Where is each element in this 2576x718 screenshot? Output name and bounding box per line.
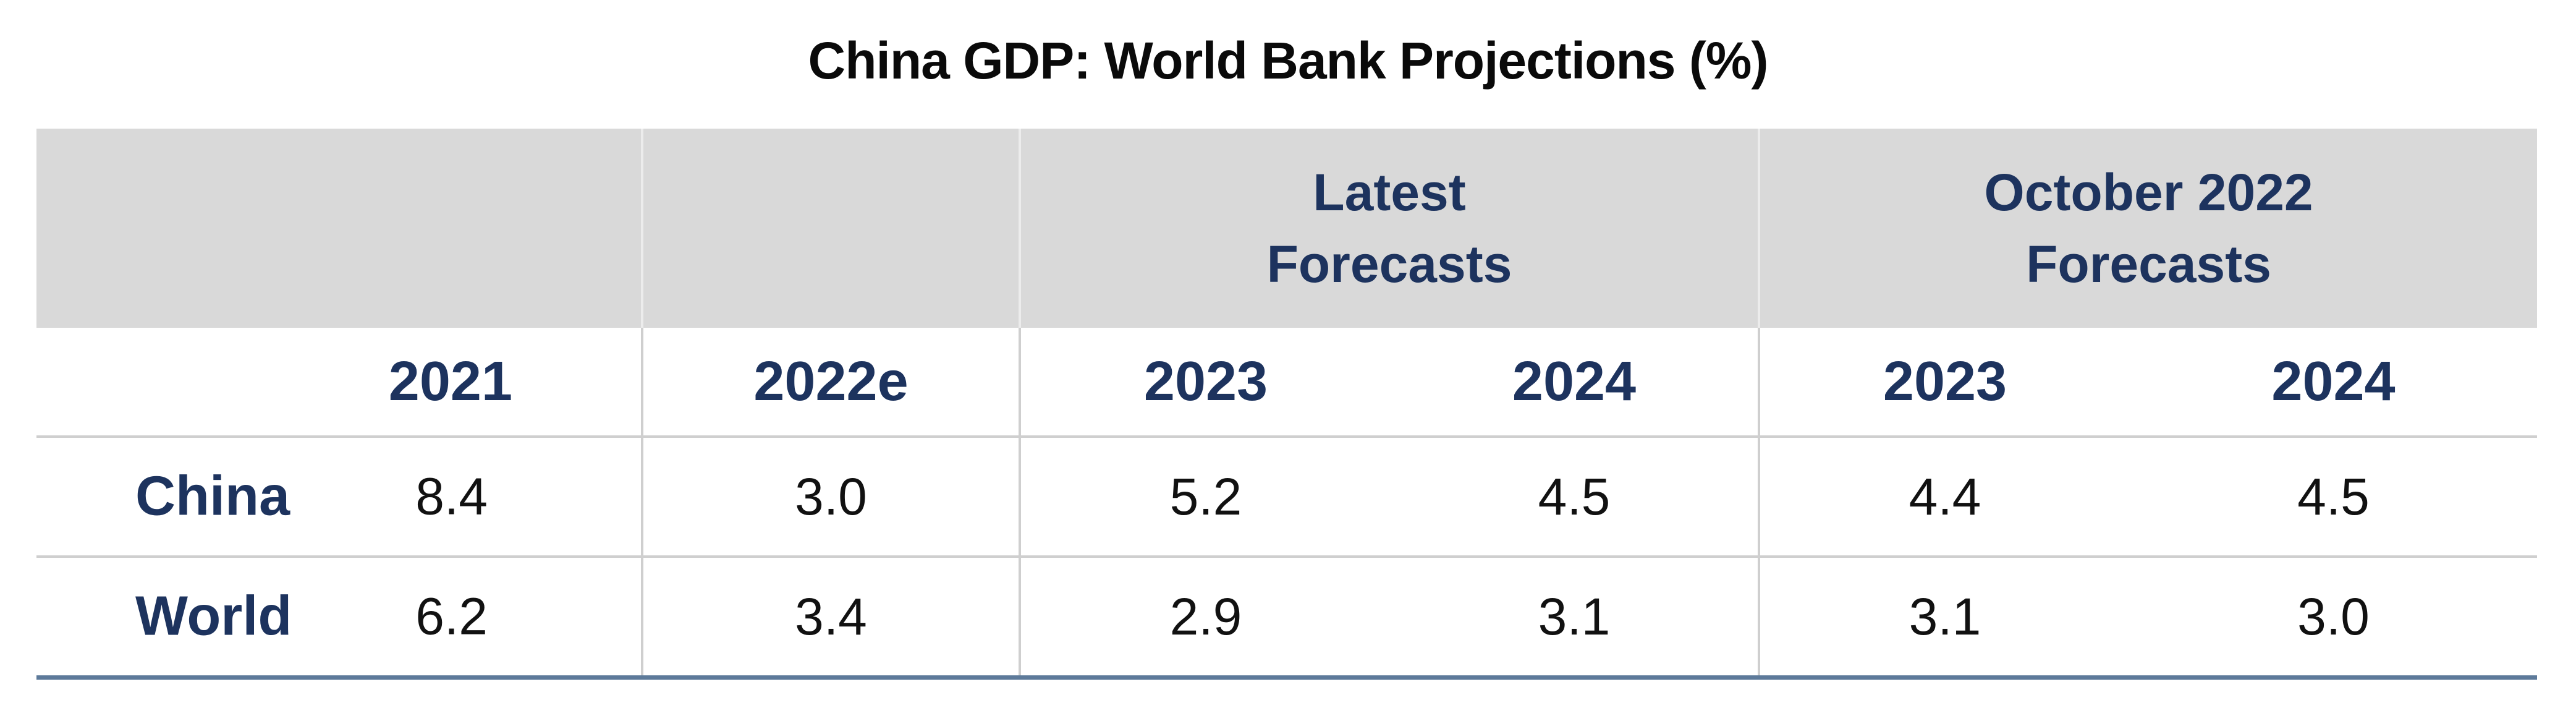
table-row-china: China 8.4 3.0 5.2 4.5 4.4 4.5	[36, 437, 2538, 558]
col-header-2022e: 2022e	[642, 328, 1021, 438]
group-header-latest-line1: Latest	[1313, 163, 1466, 221]
group-header-october-line1: October 2022	[1984, 163, 2313, 221]
row-label-china: China	[135, 465, 290, 528]
cell-china-latest-2023: 5.2	[1020, 437, 1391, 558]
col-header-latest-2024: 2024	[1391, 328, 1760, 438]
cell-world-october-2024: 3.0	[2130, 557, 2538, 680]
row-cell-world-2021: World 6.2	[36, 557, 643, 680]
table-row-world: World 6.2 3.4 2.9 3.1 3.1 3.0	[36, 557, 2538, 680]
cell-china-october-2024: 4.5	[2130, 437, 2538, 558]
group-header-latest-line2: Forecasts	[1266, 235, 1512, 293]
cell-china-latest-2024: 4.5	[1391, 437, 1760, 558]
group-header-october-line2: Forecasts	[2026, 235, 2271, 293]
group-header-empty-2	[642, 129, 1021, 328]
col-header-october-2023: 2023	[1759, 328, 2130, 438]
cell-world-2022e: 3.4	[642, 557, 1021, 680]
cell-china-2022e: 3.0	[642, 437, 1021, 558]
group-header-row: Latest Forecasts October 2022 Forecasts	[36, 129, 2538, 328]
gdp-table: Latest Forecasts October 2022 Forecasts …	[36, 129, 2538, 680]
col-header-latest-2023: 2023	[1020, 328, 1391, 438]
row-label-world: World	[135, 585, 292, 647]
year-header-row: 2021 2022e 2023 2024 2023 2024	[36, 328, 2538, 438]
cell-world-2021: 6.2	[415, 587, 488, 646]
projections-table: Latest Forecasts October 2022 Forecasts …	[36, 129, 2538, 680]
cell-china-2021: 8.4	[415, 467, 488, 526]
cell-world-latest-2023: 2.9	[1020, 557, 1391, 680]
group-header-latest: Latest Forecasts	[1020, 129, 1760, 328]
col-header-october-2024: 2024	[2130, 328, 2538, 438]
row-cell-china-2021: China 8.4	[36, 437, 643, 558]
group-header-october: October 2022 Forecasts	[1759, 129, 2538, 328]
col-header-2021: 2021	[36, 328, 643, 438]
cell-china-october-2023: 4.4	[1759, 437, 2130, 558]
chart-title: China GDP: World Bank Projections (%)	[808, 32, 1769, 90]
cell-world-october-2023: 3.1	[1759, 557, 2130, 680]
group-header-empty-1	[36, 129, 643, 328]
cell-world-latest-2024: 3.1	[1391, 557, 1760, 680]
